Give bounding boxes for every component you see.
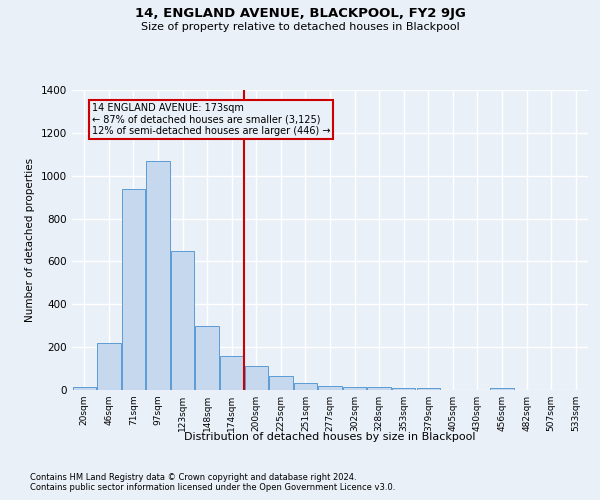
Text: 14 ENGLAND AVENUE: 173sqm
← 87% of detached houses are smaller (3,125)
12% of se: 14 ENGLAND AVENUE: 173sqm ← 87% of detac… <box>92 103 330 136</box>
Bar <box>245 366 268 390</box>
Y-axis label: Number of detached properties: Number of detached properties <box>25 158 35 322</box>
Text: Contains HM Land Registry data © Crown copyright and database right 2024.: Contains HM Land Registry data © Crown c… <box>30 472 356 482</box>
Text: Contains public sector information licensed under the Open Government Licence v3: Contains public sector information licen… <box>30 484 395 492</box>
Bar <box>73 387 96 390</box>
Bar <box>319 386 341 390</box>
Bar <box>122 188 145 390</box>
Bar <box>367 388 391 390</box>
Bar <box>416 388 440 390</box>
Bar <box>196 326 219 390</box>
Bar <box>490 388 514 390</box>
Text: Distribution of detached houses by size in Blackpool: Distribution of detached houses by size … <box>184 432 476 442</box>
Bar <box>220 356 244 390</box>
Bar <box>343 387 366 390</box>
Text: Size of property relative to detached houses in Blackpool: Size of property relative to detached ho… <box>140 22 460 32</box>
Bar <box>171 250 194 390</box>
Bar <box>392 388 415 390</box>
Bar <box>269 376 293 390</box>
Bar <box>146 160 170 390</box>
Bar <box>294 382 317 390</box>
Bar <box>97 343 121 390</box>
Text: 14, ENGLAND AVENUE, BLACKPOOL, FY2 9JG: 14, ENGLAND AVENUE, BLACKPOOL, FY2 9JG <box>134 8 466 20</box>
